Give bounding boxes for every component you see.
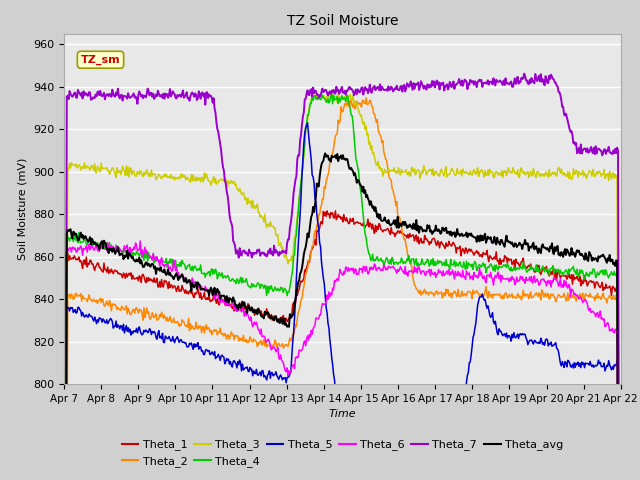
Theta_3 <box>159 173 166 179</box>
Theta_6 <box>136 238 144 244</box>
Theta_avg <box>389 220 397 226</box>
Theta_3 <box>433 170 440 176</box>
Theta_2 <box>389 187 397 193</box>
Theta_6 <box>389 264 397 269</box>
Theta_avg <box>204 288 211 294</box>
Line: Theta_7: Theta_7 <box>64 73 621 480</box>
Theta_4 <box>312 96 320 102</box>
Line: Theta_3: Theta_3 <box>64 90 621 480</box>
Theta_5 <box>433 394 440 400</box>
Theta_1 <box>332 208 339 214</box>
Text: TZ_sm: TZ_sm <box>81 55 120 65</box>
Theta_avg <box>480 233 488 239</box>
Theta_3 <box>328 87 335 93</box>
Theta_6 <box>433 271 440 277</box>
Theta_avg <box>312 193 320 199</box>
Theta_7 <box>204 89 211 95</box>
Theta_avg <box>321 151 329 156</box>
Theta_3 <box>312 95 320 101</box>
Theta_1 <box>480 251 488 256</box>
Theta_7 <box>432 81 440 86</box>
Line: Theta_6: Theta_6 <box>64 241 621 480</box>
Theta_1 <box>159 283 166 288</box>
Theta_5 <box>304 120 312 126</box>
Theta_5 <box>480 297 488 303</box>
Theta_5 <box>159 331 166 336</box>
Y-axis label: Soil Moisture (mV): Soil Moisture (mV) <box>17 157 28 260</box>
Theta_6 <box>480 273 488 279</box>
Line: Theta_4: Theta_4 <box>64 95 621 480</box>
Theta_4 <box>328 92 335 97</box>
Theta_6 <box>204 288 212 294</box>
Theta_4 <box>389 257 397 263</box>
Theta_7 <box>312 88 320 94</box>
Theta_2 <box>433 288 440 294</box>
Theta_avg <box>433 227 440 233</box>
Theta_2 <box>480 292 488 298</box>
Theta_7 <box>479 81 487 86</box>
Theta_avg <box>159 269 166 275</box>
Line: Theta_5: Theta_5 <box>64 123 621 480</box>
Theta_2 <box>159 312 166 318</box>
Line: Theta_2: Theta_2 <box>64 98 621 480</box>
Theta_5 <box>313 212 321 218</box>
Theta_7 <box>388 85 396 91</box>
Theta_6 <box>313 315 321 321</box>
Theta_1 <box>433 242 440 248</box>
X-axis label: Time: Time <box>328 409 356 419</box>
Theta_6 <box>159 262 167 267</box>
Theta_4 <box>204 271 211 277</box>
Theta_1 <box>389 230 397 236</box>
Theta_4 <box>433 262 440 267</box>
Legend: Theta_1, Theta_2, Theta_3, Theta_4, Theta_5, Theta_6, Theta_7, Theta_avg: Theta_1, Theta_2, Theta_3, Theta_4, Thet… <box>117 435 568 471</box>
Theta_5 <box>389 390 397 396</box>
Theta_2 <box>204 326 211 332</box>
Theta_3 <box>389 168 397 174</box>
Theta_2 <box>312 228 320 234</box>
Theta_4 <box>480 264 488 269</box>
Line: Theta_1: Theta_1 <box>64 211 621 480</box>
Theta_5 <box>204 348 211 353</box>
Line: Theta_avg: Theta_avg <box>64 154 621 480</box>
Theta_4 <box>159 258 166 264</box>
Theta_3 <box>480 174 488 180</box>
Theta_1 <box>312 242 320 248</box>
Theta_1 <box>204 295 211 300</box>
Title: TZ Soil Moisture: TZ Soil Moisture <box>287 14 398 28</box>
Theta_7 <box>159 95 166 101</box>
Theta_3 <box>204 173 211 179</box>
Theta_7 <box>520 71 528 76</box>
Theta_2 <box>362 95 370 101</box>
